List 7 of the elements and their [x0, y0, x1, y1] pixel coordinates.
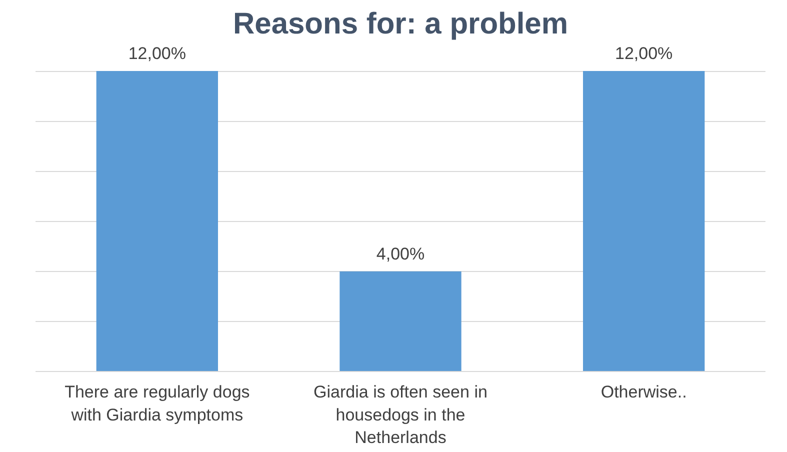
chart-title: Reasons for: a problem — [232, 8, 568, 40]
x-tick-label: There are regularly dogs with Giardia symptoms — [64, 382, 250, 424]
data-label: 12,00% — [615, 44, 673, 64]
x-tick-label: Giardia is often seen in housedogs in the Netherlands — [314, 382, 488, 448]
data-label: 12,00% — [128, 44, 186, 64]
x-tick-label: Otherwise.. — [600, 382, 687, 402]
data-label: 4,00% — [376, 244, 425, 264]
